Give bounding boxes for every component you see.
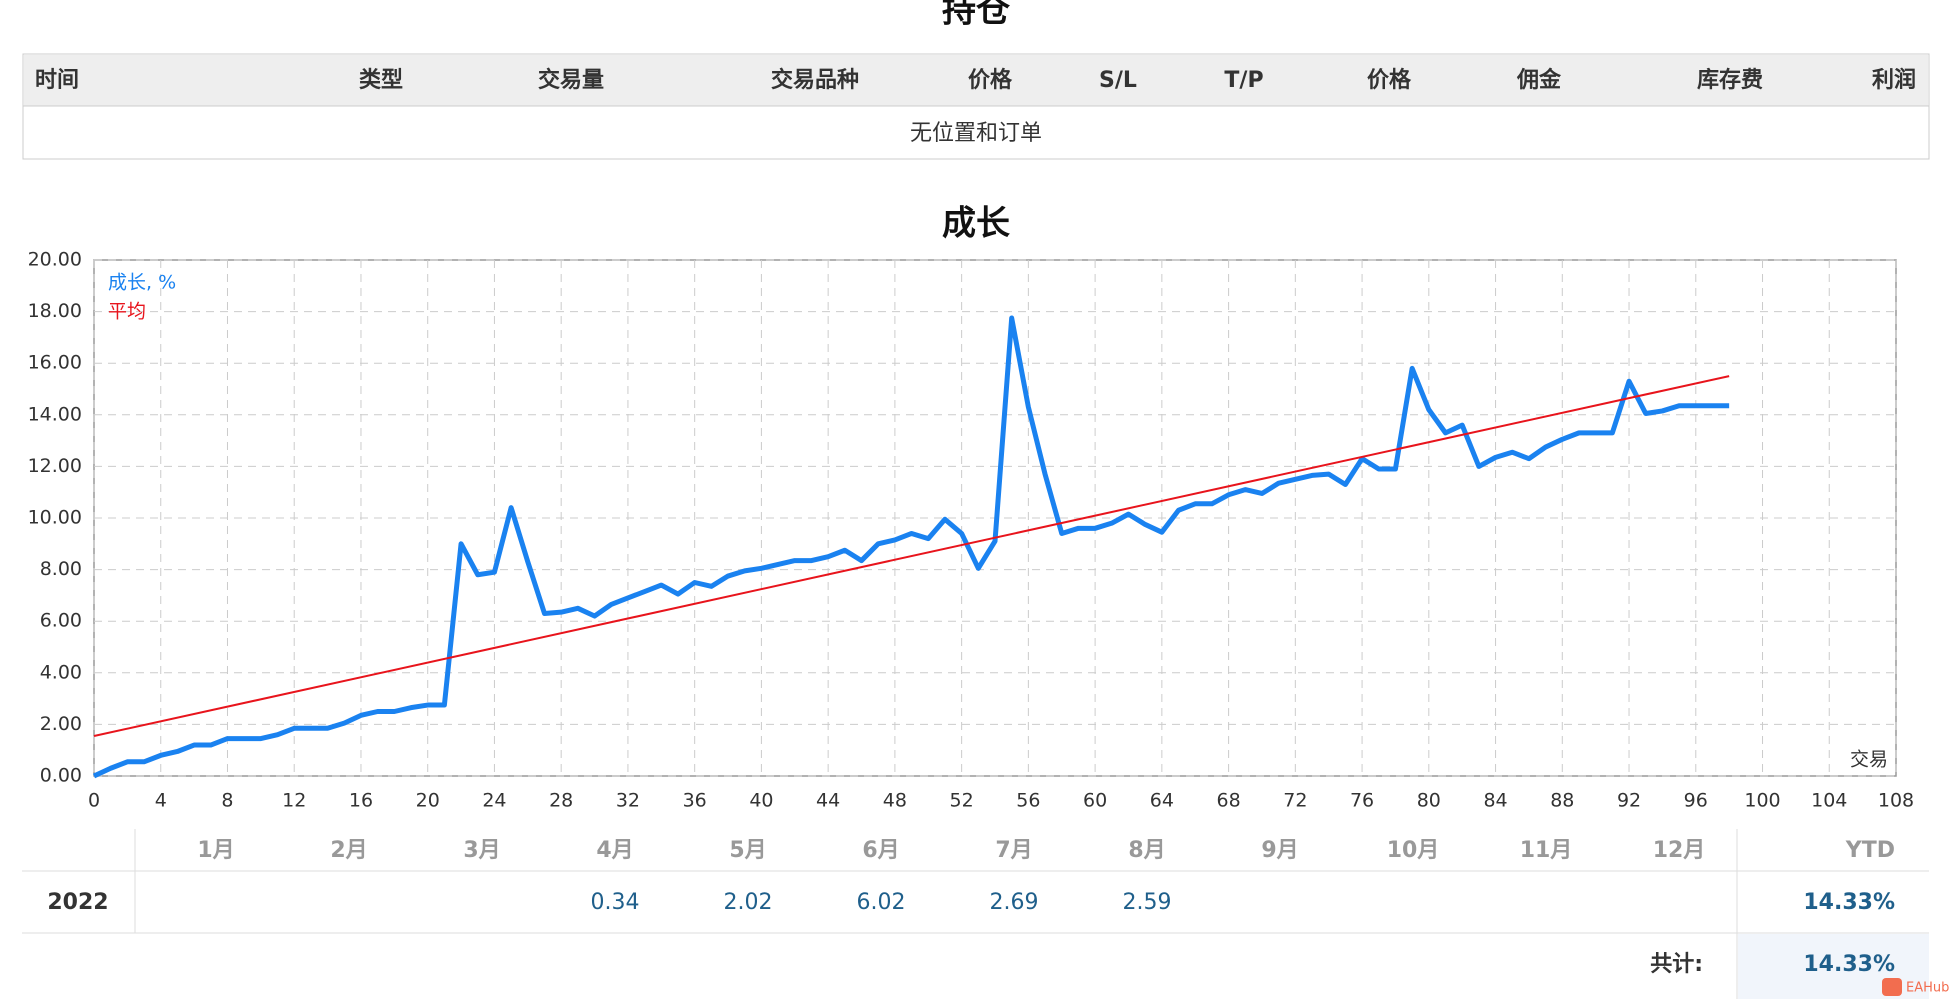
y-tick-label: 18.00 — [28, 300, 82, 322]
x-tick-label: 76 — [1350, 790, 1374, 812]
column-header: 价格 — [968, 67, 1013, 93]
month-header: 5月 — [729, 838, 766, 863]
column-header: 交易品种 — [771, 67, 859, 93]
month-header: 1月 — [197, 838, 234, 863]
series-line — [93, 375, 1730, 737]
x-tick-label: 52 — [950, 790, 974, 812]
x-tick-label: 64 — [1150, 790, 1174, 812]
x-tick-label: 84 — [1483, 790, 1507, 812]
month-header: 3月 — [463, 838, 500, 863]
month-value: 0.34 — [591, 890, 640, 915]
month-header: 2月 — [330, 838, 367, 863]
x-tick-label: 44 — [816, 790, 840, 812]
month-header: 7月 — [995, 838, 1032, 863]
year-label: 2022 — [47, 890, 108, 915]
month-header: 9月 — [1261, 838, 1298, 863]
month-value: 2.59 — [1123, 890, 1172, 915]
y-tick-label: 6.00 — [40, 610, 82, 632]
chart-title: 成长 — [942, 204, 1010, 244]
total-value: 14.33% — [1803, 952, 1895, 977]
x-tick-label: 24 — [482, 790, 506, 812]
month-header: 4月 — [596, 838, 633, 863]
x-tick-label: 80 — [1417, 790, 1441, 812]
month-header: 6月 — [862, 838, 899, 863]
column-header: 利润 — [1872, 67, 1916, 93]
legend-entry: 平均 — [108, 301, 146, 323]
month-value: 14.33% — [1803, 890, 1895, 915]
x-tick-label: 16 — [349, 790, 373, 812]
x-tick-label: 40 — [749, 790, 773, 812]
x-tick-label: 0 — [88, 790, 100, 812]
x-tick-label: 68 — [1216, 790, 1240, 812]
month-header: YTD — [1845, 838, 1895, 863]
x-tick-label: 104 — [1811, 790, 1847, 812]
x-tick-label: 28 — [549, 790, 573, 812]
x-tick-label: 92 — [1617, 790, 1641, 812]
x-tick-label: 36 — [683, 790, 707, 812]
x-tick-label: 88 — [1550, 790, 1574, 812]
y-tick-label: 0.00 — [40, 765, 82, 787]
column-header: T/P — [1224, 68, 1263, 93]
x-tick-label: 60 — [1083, 790, 1107, 812]
column-header: 类型 — [359, 68, 403, 93]
y-tick-label: 20.00 — [28, 249, 82, 271]
month-value: 6.02 — [857, 890, 906, 915]
section-title: 持仓 — [942, 0, 1011, 31]
column-header: 交易量 — [538, 67, 604, 93]
empty-message: 无位置和订单 — [910, 121, 1042, 146]
month-value: 2.02 — [724, 890, 773, 915]
x-axis-label: 交易 — [1850, 749, 1888, 771]
x-tick-label: 72 — [1283, 790, 1307, 812]
y-tick-label: 12.00 — [28, 455, 82, 477]
x-tick-label: 12 — [282, 790, 306, 812]
month-header: 12月 — [1653, 838, 1706, 863]
column-header: 价格 — [1367, 67, 1412, 93]
watermark: EAHub — [1906, 981, 1949, 996]
y-tick-label: 10.00 — [28, 507, 82, 529]
y-tick-label: 14.00 — [28, 403, 82, 425]
x-tick-label: 4 — [155, 790, 167, 812]
month-header: 10月 — [1387, 838, 1440, 863]
column-header: 佣金 — [1516, 67, 1562, 93]
x-tick-label: 56 — [1016, 790, 1040, 812]
y-tick-label: 16.00 — [28, 352, 82, 374]
column-header: 库存费 — [1697, 67, 1763, 93]
x-tick-label: 8 — [221, 790, 233, 812]
y-tick-label: 4.00 — [40, 661, 82, 683]
x-tick-label: 48 — [883, 790, 907, 812]
month-value: 2.69 — [990, 890, 1039, 915]
x-tick-label: 32 — [616, 790, 640, 812]
y-tick-label: 2.00 — [40, 713, 82, 735]
y-tick-label: 8.00 — [40, 558, 82, 580]
x-tick-label: 96 — [1684, 790, 1708, 812]
month-header: 11月 — [1520, 838, 1573, 863]
x-tick-label: 108 — [1878, 790, 1914, 812]
legend-entry: 成长, % — [108, 272, 176, 294]
watermark-icon — [1882, 978, 1902, 996]
series-line — [92, 315, 1730, 779]
column-header: S/L — [1099, 68, 1137, 93]
x-tick-label: 20 — [416, 790, 440, 812]
column-header: 时间 — [35, 68, 79, 93]
month-header: 8月 — [1128, 838, 1165, 863]
total-label: 共计: — [1650, 952, 1703, 977]
x-tick-label: 100 — [1744, 790, 1780, 812]
positions-header — [24, 55, 1928, 106]
